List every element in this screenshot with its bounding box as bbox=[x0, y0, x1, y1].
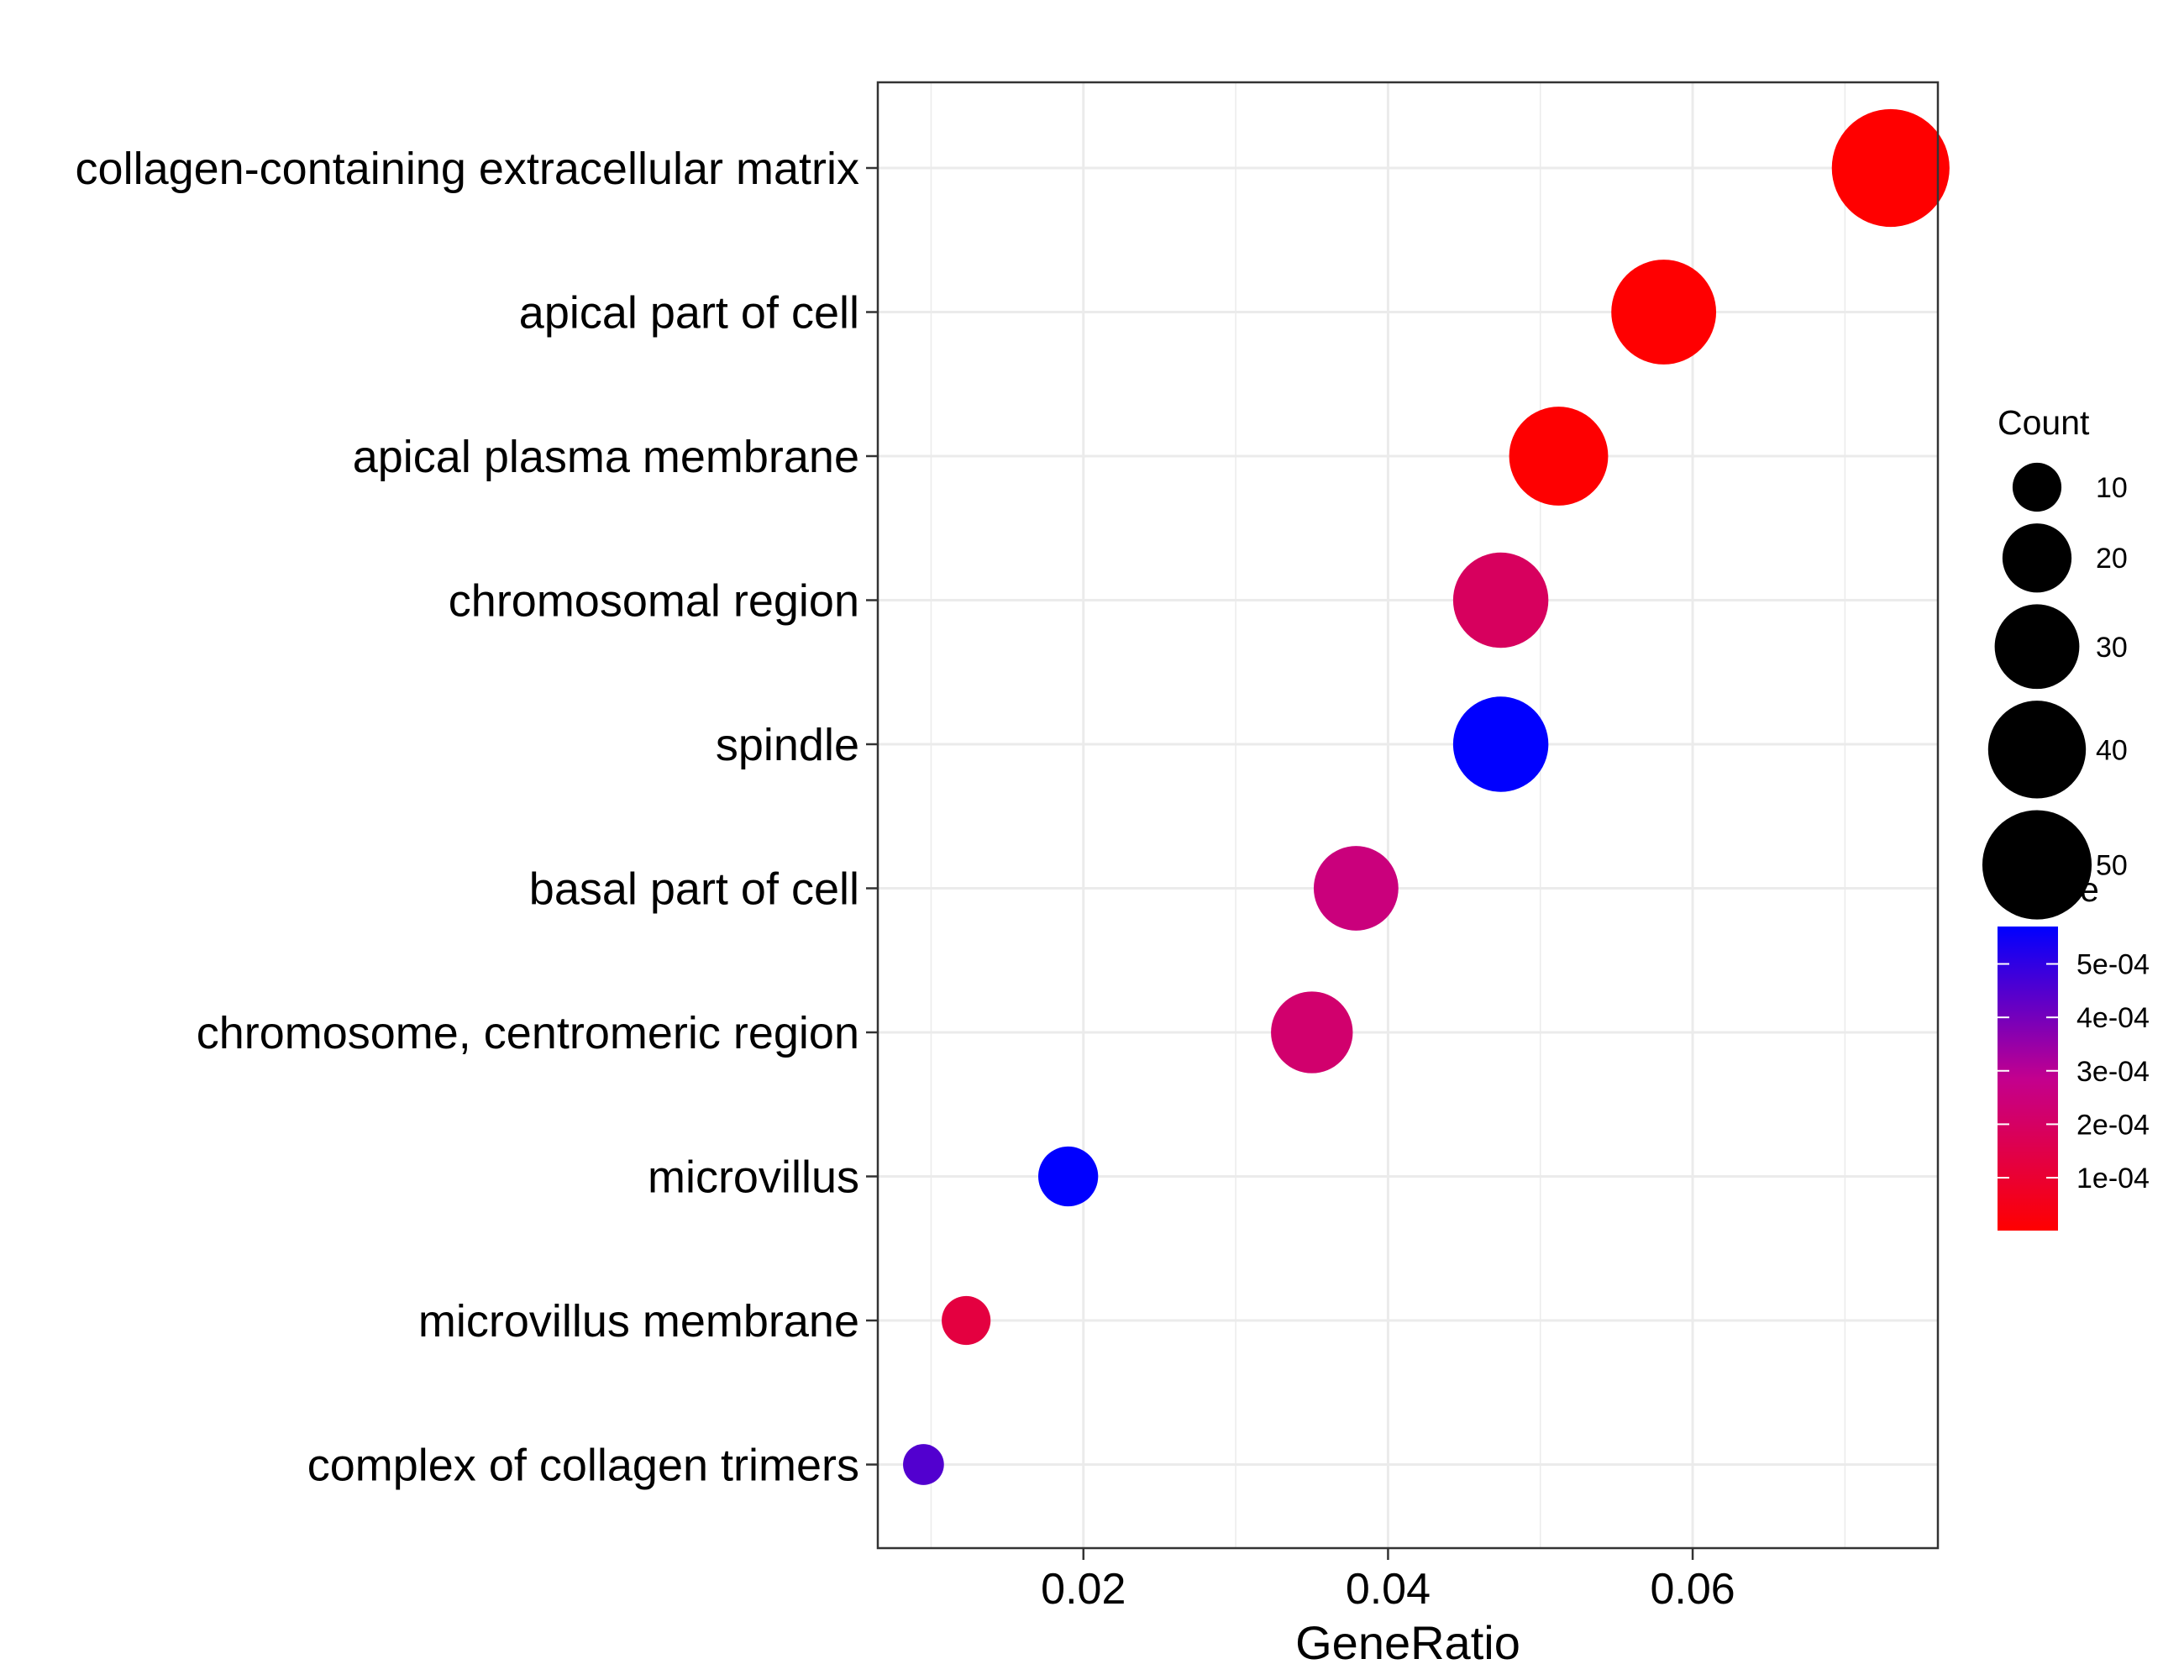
data-point bbox=[1611, 260, 1717, 365]
colorbar-tick-label: 2e-04 bbox=[2076, 1109, 2150, 1141]
data-point bbox=[1271, 991, 1353, 1074]
y-tick-label: complex of collagen trimers bbox=[307, 1441, 859, 1491]
data-point bbox=[1313, 846, 1399, 931]
size-legend-key bbox=[1982, 810, 2092, 920]
data-point bbox=[1831, 108, 1950, 228]
data-point bbox=[1452, 696, 1549, 792]
colorbar-tick-label: 4e-04 bbox=[2076, 1002, 2150, 1034]
x-tick-label: 0.02 bbox=[1041, 1565, 1126, 1614]
colorbar-tick-label: 5e-04 bbox=[2076, 949, 2150, 981]
y-tick-label: basal part of cell bbox=[529, 864, 859, 915]
data-point bbox=[1038, 1146, 1099, 1207]
color-legend-title: qvalue bbox=[1998, 870, 2099, 909]
y-tick-label: microvillus membrane bbox=[418, 1296, 859, 1347]
size-legend-label: 10 bbox=[2096, 472, 2128, 504]
y-tick-label: apical part of cell bbox=[519, 288, 859, 339]
plot-panel-background bbox=[878, 82, 1938, 1548]
color-legend: qvalue 1e-04 2e-04 3e-04 4e-04 5e-04 bbox=[1998, 870, 2150, 1231]
size-legend-title: Count bbox=[1998, 403, 2090, 442]
data-point bbox=[942, 1295, 991, 1346]
colorbar-tick-label: 1e-04 bbox=[2076, 1163, 2150, 1194]
y-axis: collagen-containing extracellular matrix… bbox=[76, 144, 878, 1491]
y-tick-label: microvillus bbox=[648, 1152, 859, 1203]
size-legend-label: 50 bbox=[2096, 850, 2128, 882]
size-legend-label: 20 bbox=[2096, 543, 2128, 575]
size-legend-key bbox=[1994, 604, 2080, 690]
size-legend-key bbox=[1987, 701, 2087, 799]
size-legend-label: 30 bbox=[2096, 632, 2128, 664]
x-axis-title: GeneRatio bbox=[1295, 1616, 1520, 1669]
size-legend: Count 10 20 30 40 50 bbox=[1982, 403, 2128, 920]
y-tick-label: collagen-containing extracellular matrix bbox=[76, 144, 859, 194]
x-axis: 0.02 0.04 0.06 bbox=[1041, 1548, 1735, 1614]
data-points bbox=[903, 108, 1950, 1485]
data-point bbox=[1509, 407, 1609, 506]
y-tick-label: chromosome, centromeric region bbox=[197, 1008, 859, 1058]
y-tick-label: apical plasma membrane bbox=[353, 432, 859, 482]
data-point bbox=[1452, 552, 1549, 648]
size-legend-key bbox=[2012, 462, 2062, 512]
gridlines bbox=[878, 82, 1938, 1548]
qvalue-colorbar bbox=[1998, 927, 2058, 1231]
plot-panel-border bbox=[876, 81, 1940, 1550]
size-legend-label: 40 bbox=[2096, 734, 2128, 766]
y-tick-label: chromosomal region bbox=[449, 576, 859, 627]
x-tick-label: 0.04 bbox=[1346, 1565, 1431, 1614]
colorbar-tick-label: 3e-04 bbox=[2076, 1056, 2150, 1088]
size-legend-key bbox=[2002, 523, 2072, 593]
x-tick-label: 0.06 bbox=[1650, 1565, 1735, 1614]
y-tick-label: spindle bbox=[716, 720, 859, 770]
data-point bbox=[903, 1444, 944, 1485]
